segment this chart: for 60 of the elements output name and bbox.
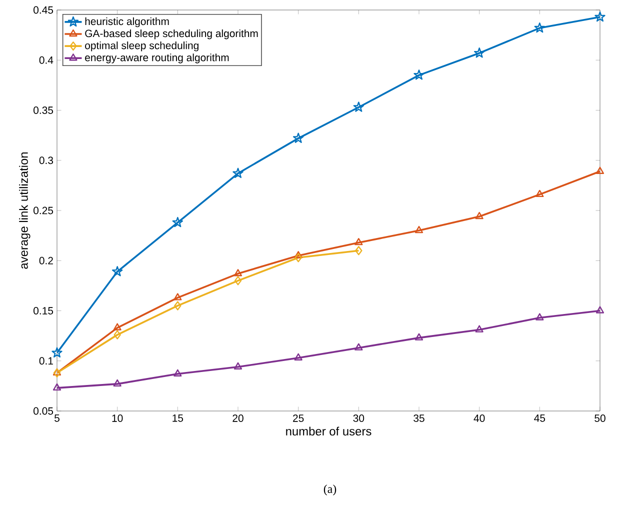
point — [596, 166, 604, 174]
point — [294, 353, 302, 360]
y-tick-label: 0.25 — [34, 206, 54, 214]
point — [112, 266, 123, 276]
point — [174, 369, 182, 376]
point — [232, 168, 244, 178]
point — [174, 293, 182, 300]
point — [294, 251, 302, 258]
x-tick-label: 15 — [172, 414, 184, 422]
legend-label: optimal sleep scheduling — [85, 42, 198, 52]
point — [174, 301, 182, 310]
y-axis-title: average link utilization — [19, 152, 30, 269]
point — [414, 70, 424, 80]
point — [114, 330, 121, 340]
x-tick-label: 25 — [293, 414, 304, 422]
y-tick-label: 0.05 — [34, 407, 54, 415]
point — [113, 323, 122, 330]
point — [234, 362, 242, 370]
point — [293, 132, 304, 143]
text: (a) — [324, 484, 336, 496]
point — [354, 238, 363, 246]
y-tick-label: 0.4 — [39, 56, 54, 64]
point — [475, 212, 484, 220]
point — [536, 190, 544, 198]
x-tick-label: 5 — [54, 414, 60, 422]
point — [414, 226, 424, 234]
legend-label: heuristic algorithm — [85, 17, 169, 28]
y-tick-label: 0.1 — [39, 357, 53, 365]
point — [172, 216, 184, 228]
point — [596, 306, 604, 314]
y-tick-label: 0.2 — [39, 256, 53, 264]
x-tick-label: 40 — [474, 414, 485, 422]
legend-label: energy-aware routing algorithm — [85, 54, 229, 64]
point — [414, 333, 424, 340]
legend-label: GA-based sleep scheduling algorithm — [85, 29, 258, 40]
point — [113, 379, 122, 387]
y-tick-label: 0.45 — [34, 6, 54, 14]
y-tick-label: 0.3 — [39, 156, 54, 164]
point — [52, 347, 62, 358]
x-tick-label: 30 — [353, 414, 364, 422]
point — [52, 383, 62, 391]
point — [353, 102, 364, 112]
point — [594, 11, 606, 22]
y-tick-label: 0.15 — [34, 307, 54, 314]
point — [354, 343, 363, 350]
point — [474, 48, 485, 58]
x-tick-label: 50 — [594, 414, 606, 422]
x-tick-label: 10 — [112, 414, 123, 422]
x-tick-label: 45 — [534, 414, 546, 422]
point — [534, 22, 546, 33]
x-tick-label: 20 — [232, 414, 244, 422]
point — [234, 269, 242, 276]
x-axis-title: number of users — [286, 426, 372, 436]
point — [355, 246, 362, 256]
point — [475, 325, 484, 332]
point — [234, 276, 242, 286]
y-tick-label: 0.35 — [34, 106, 54, 114]
point — [294, 253, 302, 262]
x-tick-label: 35 — [414, 414, 424, 422]
point — [536, 313, 544, 320]
